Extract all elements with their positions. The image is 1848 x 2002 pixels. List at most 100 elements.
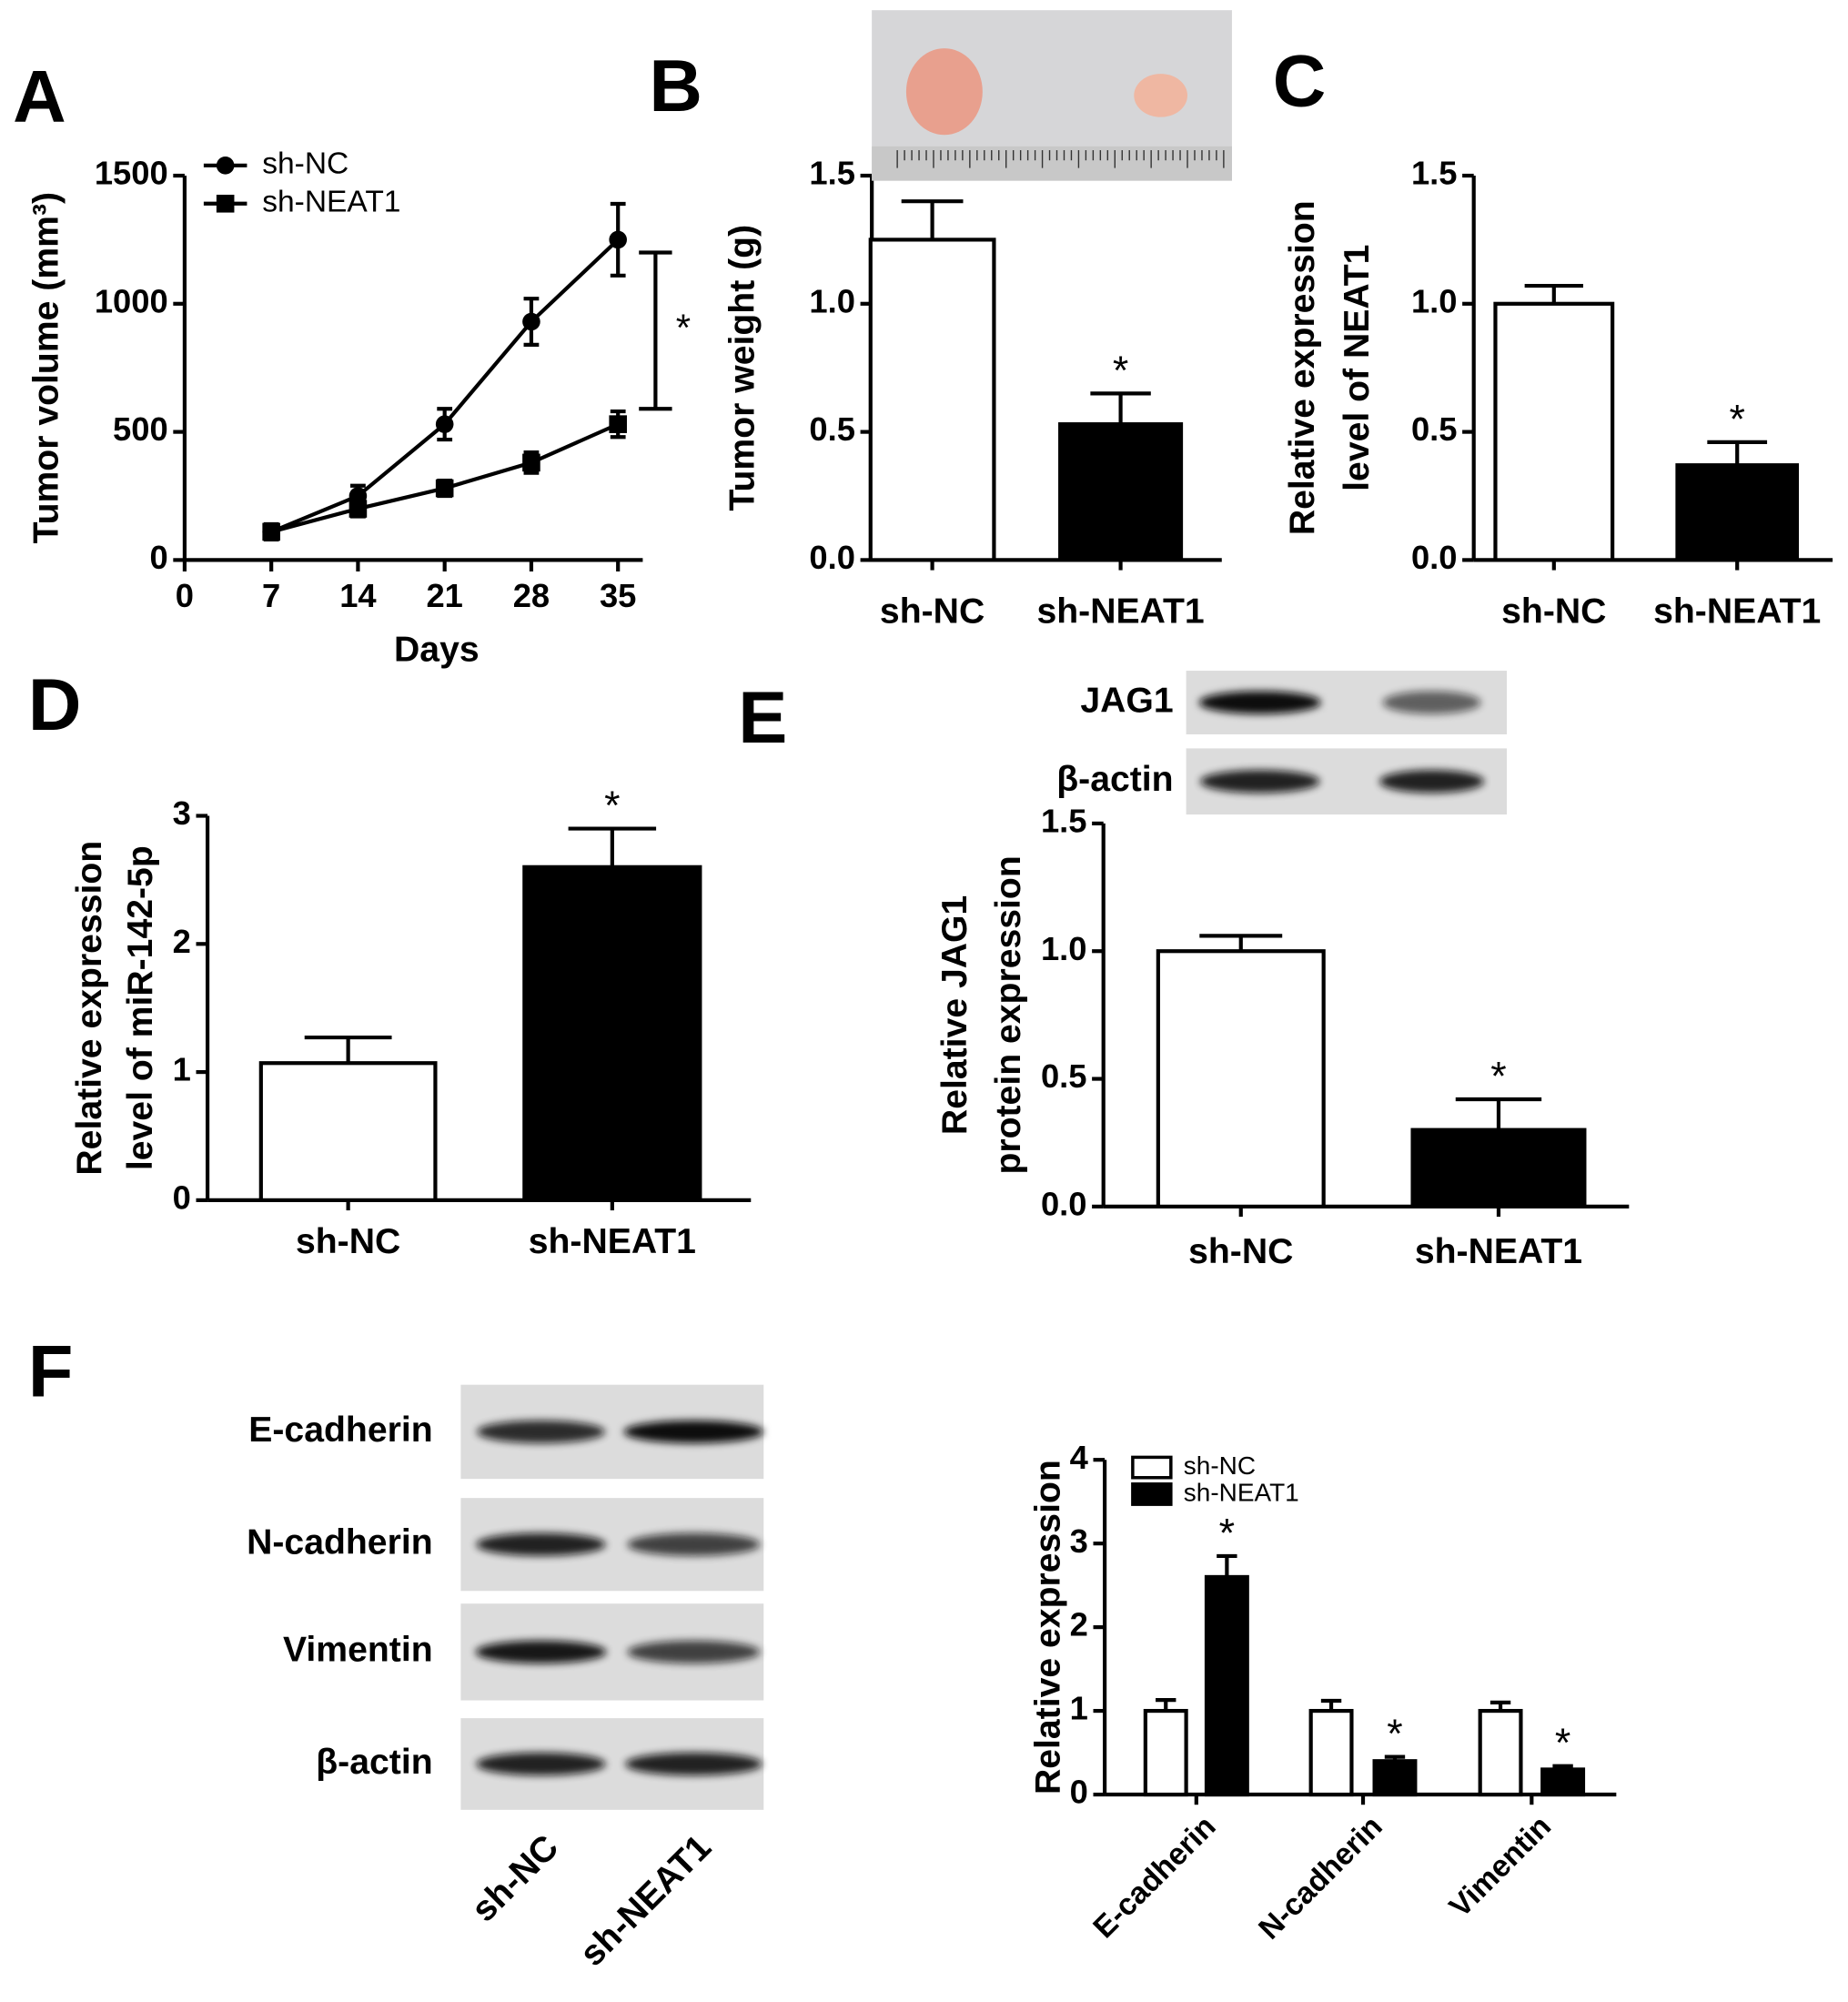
legend-label: sh-NC bbox=[1184, 1451, 1256, 1480]
y-tick-label: 0.5 bbox=[809, 410, 855, 448]
significance: * bbox=[1113, 348, 1128, 393]
panel-letter: E bbox=[738, 677, 787, 759]
significance: * bbox=[1729, 396, 1744, 441]
y-tick-label: 0.0 bbox=[1411, 539, 1458, 576]
y-tick-label: 0 bbox=[149, 539, 167, 576]
blot-label: N-cadherin bbox=[247, 1523, 433, 1562]
y-tick-label: 1.0 bbox=[1411, 282, 1458, 319]
tumor bbox=[905, 48, 983, 136]
blot-label: JAG1 bbox=[1080, 681, 1173, 720]
marker bbox=[262, 522, 280, 541]
bar bbox=[868, 238, 996, 562]
x-tick-label: 35 bbox=[600, 577, 636, 614]
error-bar bbox=[304, 1035, 392, 1064]
legend-label: sh-NC bbox=[262, 147, 348, 181]
blot-label: β-actin bbox=[316, 1743, 432, 1782]
bar bbox=[1372, 1759, 1418, 1797]
significance: * bbox=[1219, 1510, 1235, 1555]
panel-letter: A bbox=[13, 56, 66, 137]
marker bbox=[522, 312, 540, 331]
error-bar bbox=[568, 826, 657, 867]
y-axis-label: level of miR-142-5p bbox=[121, 845, 160, 1170]
y-axis-label: Relative JAG1 bbox=[935, 895, 974, 1135]
blot-band bbox=[1199, 770, 1320, 794]
blot-band bbox=[476, 1420, 606, 1444]
significance-bracket bbox=[639, 250, 672, 411]
error-bar bbox=[1156, 1698, 1176, 1712]
panel-letter: F bbox=[28, 1331, 74, 1413]
x-tick-label: sh-NC bbox=[1188, 1232, 1293, 1271]
error-bar bbox=[1199, 934, 1283, 952]
legend-marker bbox=[216, 194, 235, 213]
x-tick-label: sh-NC bbox=[296, 1222, 400, 1261]
error-bar bbox=[1384, 1754, 1406, 1762]
marker bbox=[435, 415, 454, 433]
y-tick-label: 1.5 bbox=[1041, 803, 1087, 840]
legend-swatch bbox=[1131, 1455, 1173, 1480]
legend-swatch bbox=[1131, 1482, 1173, 1506]
significance: * bbox=[1387, 1711, 1402, 1756]
y-tick-label: 0.5 bbox=[1411, 410, 1458, 448]
y-tick-label: 1000 bbox=[95, 282, 168, 319]
marker bbox=[522, 453, 540, 472]
x-tick-label: sh-NEAT1 bbox=[1036, 592, 1204, 631]
bar bbox=[1493, 301, 1615, 562]
y-tick-label: 0.5 bbox=[1041, 1057, 1087, 1095]
y-axis-label: Tumor weight (g) bbox=[723, 225, 762, 511]
significance: * bbox=[1555, 1720, 1570, 1765]
significance: * bbox=[1490, 1053, 1506, 1098]
x-tick-label: 14 bbox=[339, 577, 377, 614]
y-tick-label: 1.5 bbox=[1411, 155, 1458, 192]
y-tick-label: 2 bbox=[173, 923, 191, 960]
x-tick-label: 0 bbox=[176, 577, 194, 614]
y-tick-label: 500 bbox=[113, 410, 168, 448]
lane-label: sh-NC bbox=[464, 1827, 566, 1929]
x-tick-label: sh-NEAT1 bbox=[1415, 1232, 1582, 1271]
x-tick-label: sh-NEAT1 bbox=[1653, 592, 1821, 631]
x-tick-label: Vimentin bbox=[1443, 1810, 1558, 1925]
y-tick-label: 3 bbox=[1070, 1522, 1088, 1560]
y-tick-label: 0.0 bbox=[809, 539, 855, 576]
x-tick-label: 7 bbox=[262, 577, 280, 614]
marker bbox=[609, 415, 627, 433]
significance: * bbox=[676, 306, 691, 349]
y-axis-label: Relative expression bbox=[1028, 1460, 1067, 1795]
y-tick-label: 1 bbox=[1070, 1690, 1088, 1727]
y-tick-label: 4 bbox=[1070, 1439, 1089, 1476]
ruler bbox=[872, 146, 1232, 181]
y-axis-label: level of NEAT1 bbox=[1338, 245, 1377, 491]
error-bar bbox=[1455, 1097, 1542, 1130]
blot-label: β-actin bbox=[1056, 760, 1173, 799]
x-tick-label: N-cadherin bbox=[1253, 1810, 1389, 1946]
y-tick-label: 1.0 bbox=[1041, 930, 1087, 967]
panel-letter: C bbox=[1273, 41, 1327, 123]
bar bbox=[1058, 422, 1184, 562]
x-tick-label: sh-NEAT1 bbox=[529, 1222, 696, 1261]
y-axis-label: Relative expression bbox=[70, 841, 109, 1176]
panel-letter: B bbox=[649, 46, 702, 127]
error-bar bbox=[1490, 1700, 1511, 1712]
blot-band bbox=[623, 1420, 764, 1444]
lane-label: sh-NEAT1 bbox=[572, 1827, 719, 1974]
tumor bbox=[1134, 74, 1188, 117]
bar bbox=[522, 864, 702, 1202]
x-tick-label: 28 bbox=[513, 577, 550, 614]
bar bbox=[258, 1061, 438, 1202]
bar bbox=[1478, 1708, 1523, 1797]
y-tick-label: 0.0 bbox=[1041, 1185, 1087, 1222]
blot-band bbox=[476, 1752, 606, 1776]
error-bar bbox=[1320, 1698, 1342, 1712]
blot-band bbox=[627, 1532, 761, 1556]
bar bbox=[1156, 949, 1326, 1208]
error-bar bbox=[1524, 283, 1583, 304]
x-tick-label: sh-NC bbox=[880, 592, 985, 631]
x-tick-label: sh-NC bbox=[1501, 592, 1606, 631]
y-tick-label: 1.5 bbox=[809, 155, 855, 192]
blot-label: E-cadherin bbox=[248, 1410, 432, 1450]
y-tick-label: 1.0 bbox=[809, 282, 855, 319]
marker bbox=[609, 230, 627, 249]
error-bar bbox=[1090, 391, 1151, 425]
y-axis-label: Relative expression bbox=[1283, 200, 1322, 535]
